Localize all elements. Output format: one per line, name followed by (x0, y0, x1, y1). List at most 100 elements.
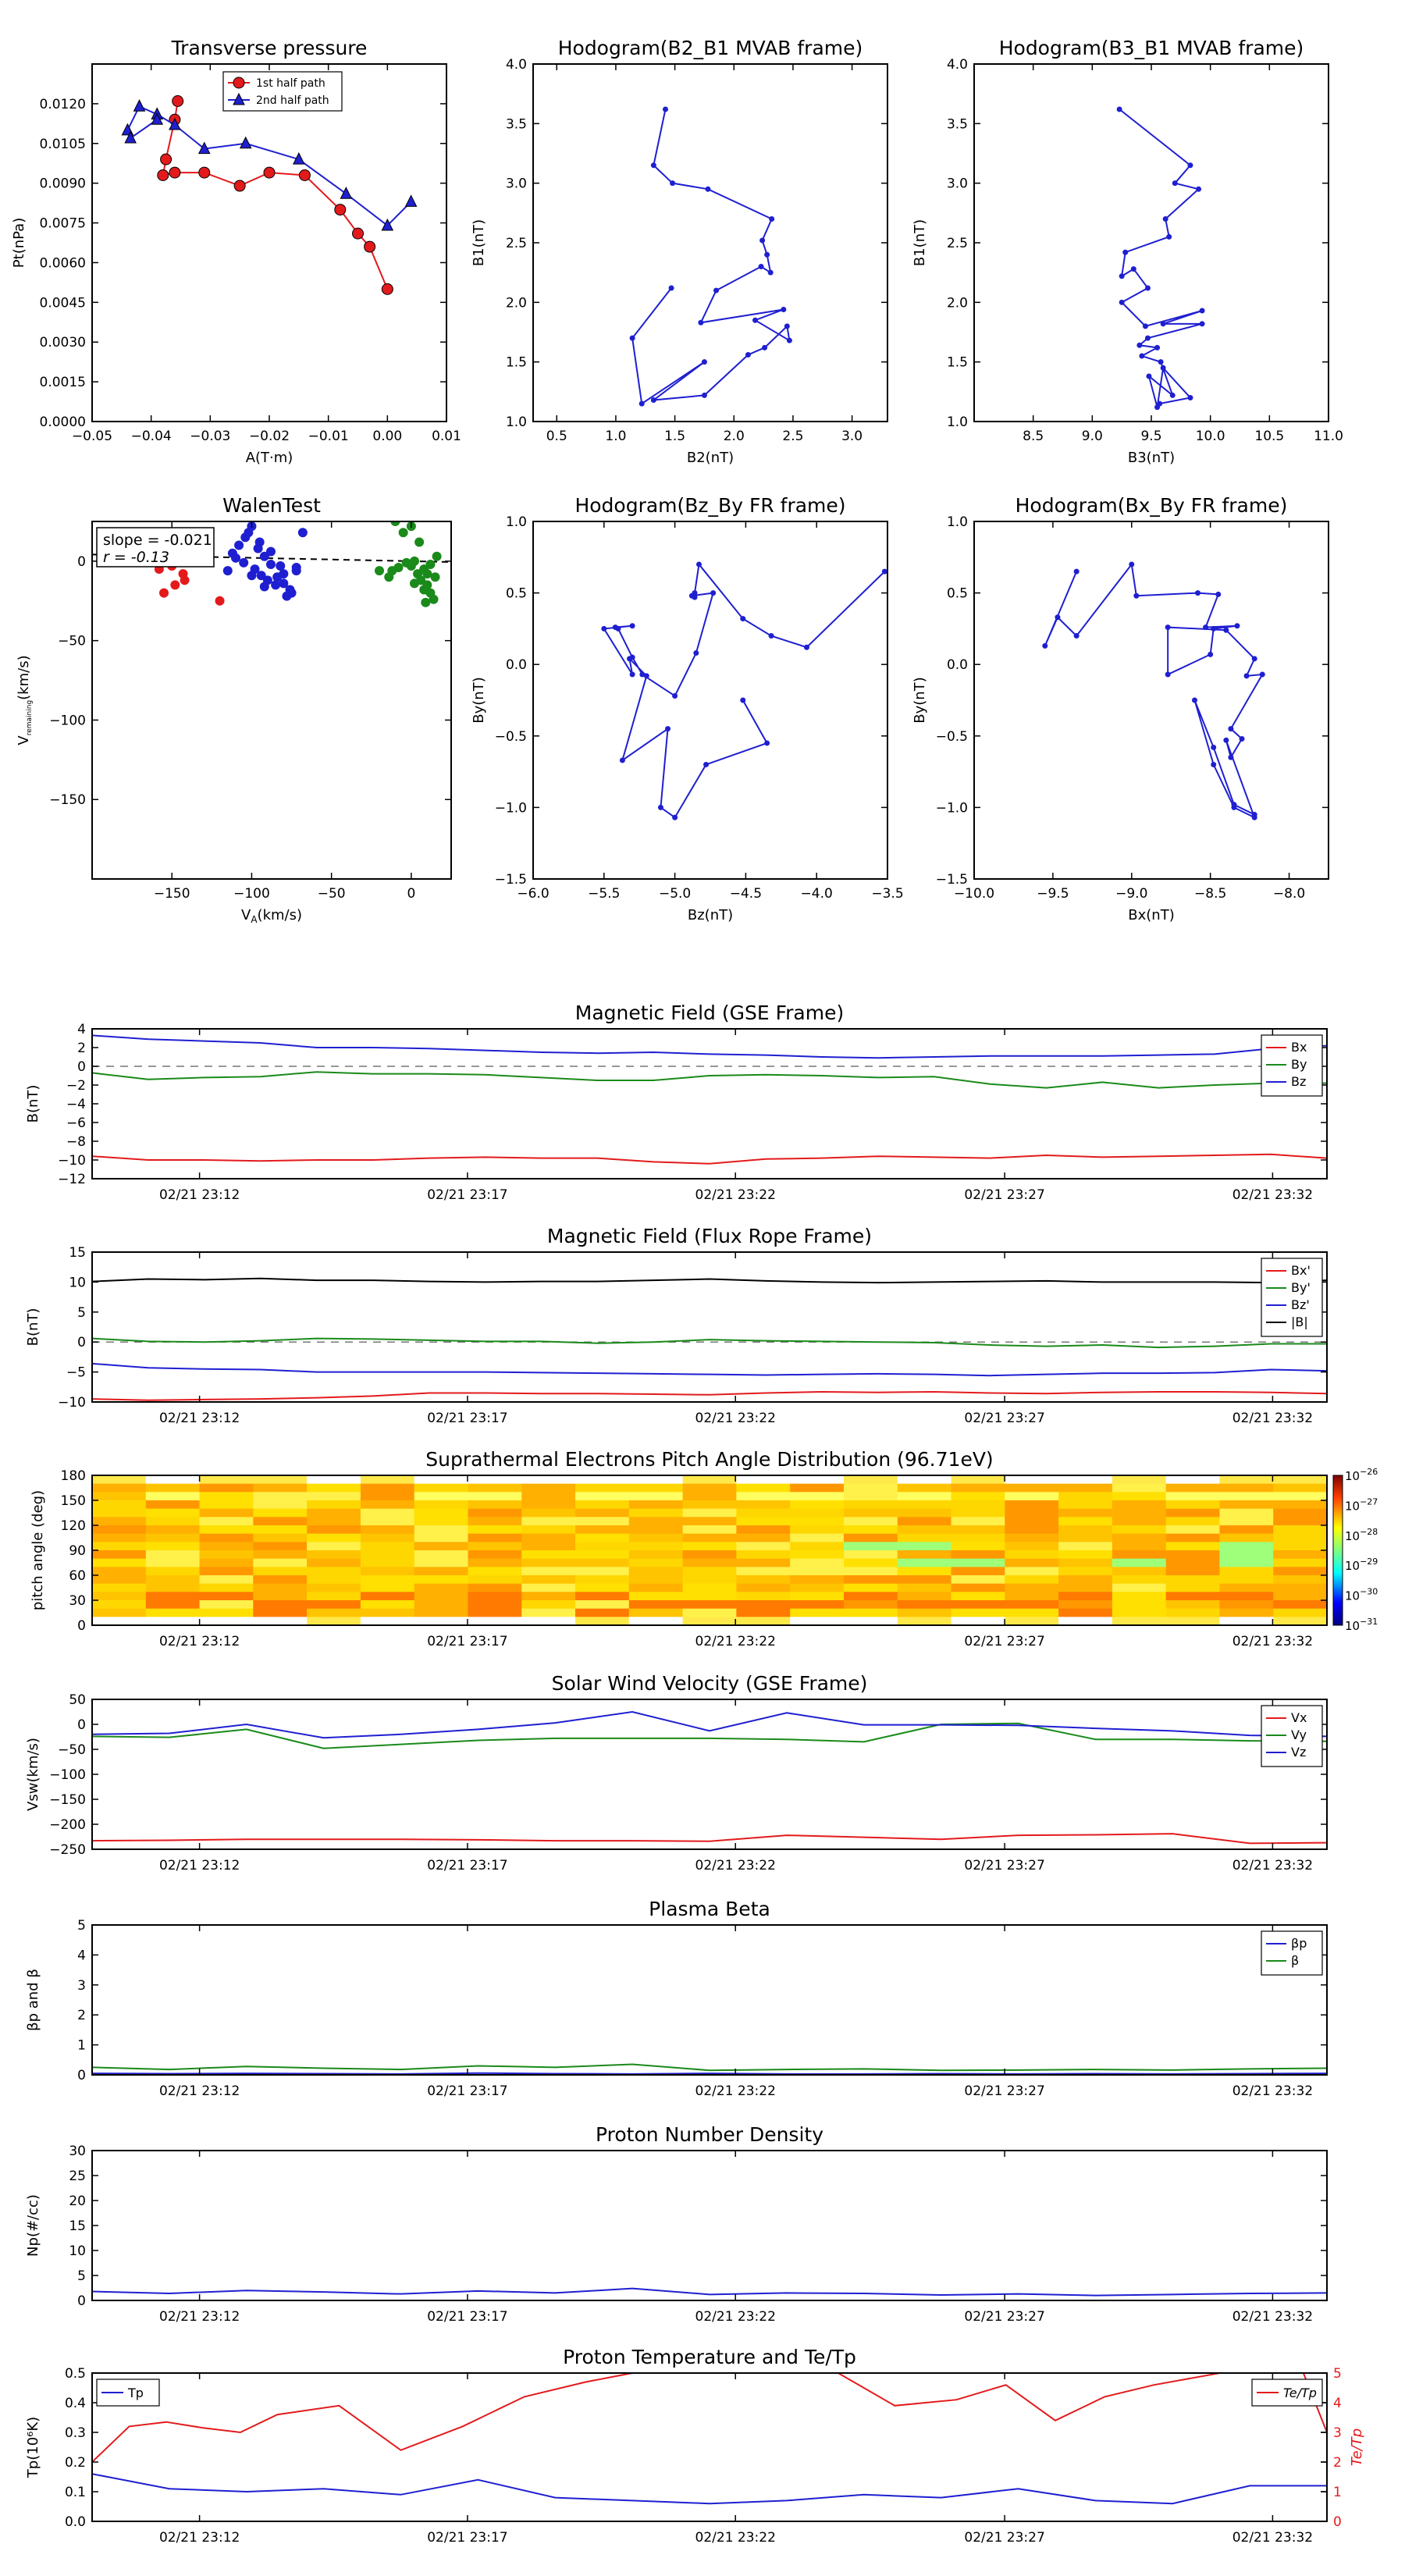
heat-cell (951, 1550, 1005, 1560)
heat-cell (628, 1483, 684, 1493)
heat-cell (1165, 1575, 1221, 1585)
x-tick-label: −150 (154, 886, 190, 902)
y-tick-label: −10 (58, 1153, 86, 1169)
data-point (233, 76, 245, 89)
data-point (1165, 671, 1171, 678)
y-tick-label: 10 (69, 2243, 86, 2259)
heat-cell (1165, 1533, 1221, 1542)
heat-cell (897, 1583, 952, 1592)
y-tick-label: −10 (58, 1395, 86, 1411)
data-point (1211, 744, 1217, 750)
data-point (298, 169, 311, 181)
data-point (265, 559, 276, 569)
data-point (297, 528, 308, 538)
plot-frame (91, 2372, 1328, 2522)
data-point (234, 540, 244, 550)
colorbar-label: 10−31 (1345, 1617, 1378, 1633)
heat-cell (897, 1567, 952, 1576)
heat-cell (1112, 1550, 1167, 1560)
x-axis-label: VA(km/s) (241, 907, 302, 925)
heat-cell (1273, 1608, 1328, 1617)
data-point (740, 616, 746, 622)
x-tick-label: 02/21 23:17 (427, 2530, 507, 2546)
heat-cell (897, 1525, 952, 1535)
y-tick-label: −200 (49, 1817, 86, 1833)
heat-cell (145, 1583, 201, 1592)
heat-cell (682, 1567, 737, 1576)
heat-cell (736, 1558, 791, 1567)
legend: Bx' By' Bz' |B| (1261, 1258, 1323, 1337)
x-tick-label: 02/21 23:17 (427, 2083, 507, 2099)
heat-cell (253, 1483, 308, 1493)
heat-cell (843, 1567, 898, 1576)
heat-cell (575, 1492, 630, 1501)
data-point (291, 563, 301, 573)
legend-label: |B| (1291, 1315, 1308, 1329)
y-tick-label: 0.0 (947, 657, 968, 673)
heat-cell (1058, 1500, 1113, 1510)
heat-cell (360, 1500, 415, 1510)
data-point (643, 673, 649, 679)
heat-cell (736, 1525, 791, 1535)
x-tick-label: 9.5 (1140, 429, 1161, 444)
x-tick-label: 02/21 23:27 (964, 1858, 1044, 1873)
heat-cell (1273, 1525, 1328, 1535)
heat-cell (1273, 1508, 1328, 1517)
slope-label: slope = -0.021 (103, 532, 212, 549)
heat-cell (843, 1508, 898, 1517)
data-point (247, 571, 257, 581)
heat-cell (145, 1567, 201, 1576)
heat-cell (253, 1525, 308, 1535)
heat-cell (145, 1592, 201, 1601)
y-tick-label: 0 (77, 2293, 86, 2309)
heat-cell (897, 1600, 952, 1610)
y-tick-label: 4.0 (506, 57, 527, 73)
heat-cell (1273, 1492, 1328, 1501)
heat-cell (951, 1475, 1005, 1485)
x-tick-label: 0.01 (432, 429, 461, 444)
heat-cell (628, 1475, 684, 1485)
heat-cell (1112, 1558, 1167, 1567)
legend: Vx Vy Vz (1261, 1705, 1323, 1767)
heat-cell (414, 1500, 469, 1510)
heat-cell (1165, 1592, 1221, 1601)
data-point (762, 344, 768, 350)
colorbar-label: 10−28 (1345, 1527, 1378, 1543)
heat-cell (628, 1550, 684, 1560)
heat-cell (521, 1508, 576, 1517)
y-tick-label: −1.5 (936, 872, 968, 888)
y-tick-label: 120 (61, 1518, 86, 1534)
heat-cell (92, 1600, 147, 1610)
heat-cell (736, 1542, 791, 1551)
y2-tick-label: 0 (1333, 2514, 1342, 2530)
heat-cell (575, 1508, 630, 1517)
data-point (1223, 737, 1229, 743)
x-tick-label: 02/21 23:22 (695, 2083, 776, 2099)
heat-cell (790, 1492, 845, 1501)
data-point (233, 92, 245, 105)
data-point (133, 99, 146, 112)
heat-cell (682, 1542, 737, 1551)
heat-cell (575, 1550, 630, 1560)
heat-cell (736, 1608, 791, 1617)
heat-cell (682, 1508, 737, 1517)
data-point (769, 215, 775, 222)
heat-cell (843, 1617, 898, 1626)
heat-cell (1273, 1475, 1328, 1485)
y-tick-label: 0.0105 (40, 137, 86, 152)
heat-cell (843, 1525, 898, 1535)
heat-cell (951, 1592, 1005, 1601)
heat-cell (92, 1617, 147, 1626)
series-line-Bx (92, 1153, 1327, 1165)
heat-cell (468, 1500, 522, 1510)
heat-cell (414, 1492, 469, 1501)
heat-cell (628, 1575, 684, 1585)
series-line (1119, 109, 1203, 407)
heat-cell (682, 1483, 737, 1493)
x-tick-label: 02/21 23:12 (159, 1411, 240, 1426)
heat-cell (307, 1600, 361, 1610)
heat-cell (521, 1483, 576, 1493)
y-tick-label: 5 (77, 1918, 86, 1934)
heat-cell (92, 1558, 147, 1567)
